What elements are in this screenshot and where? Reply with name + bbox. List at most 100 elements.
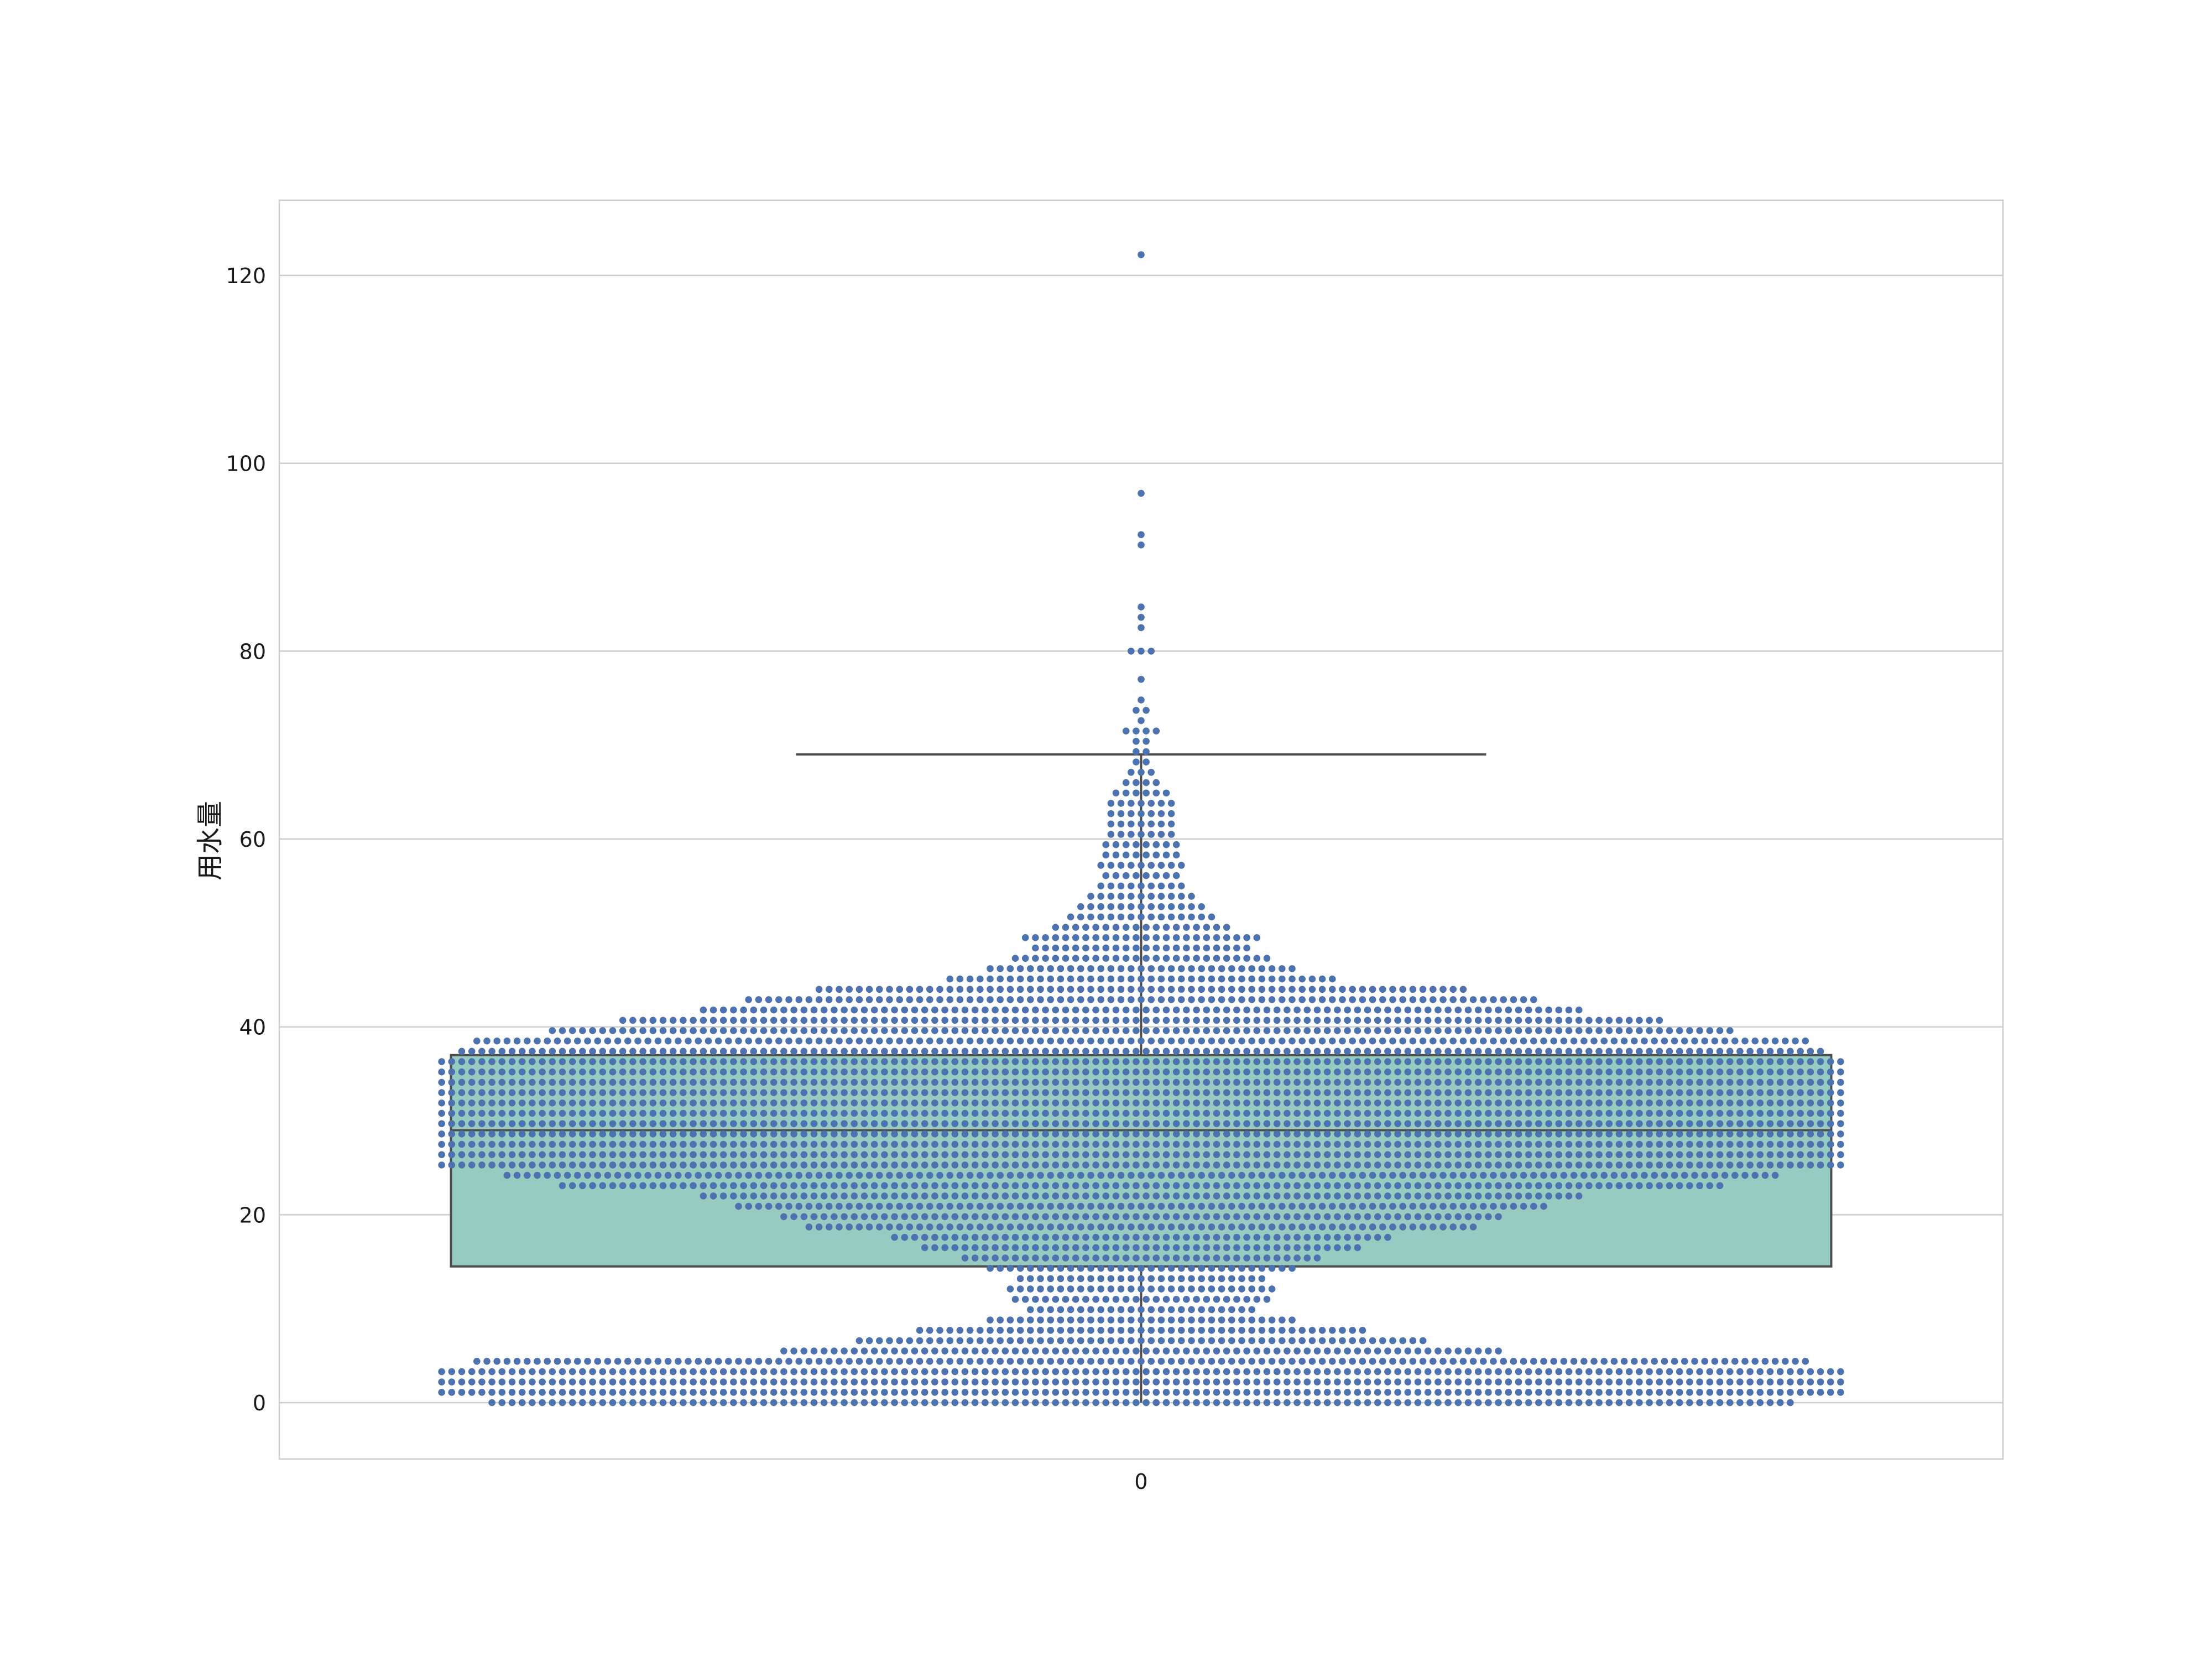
- swarm-point: [709, 1368, 717, 1376]
- swarm-point: [1213, 944, 1220, 952]
- swarm-point: [629, 1068, 637, 1076]
- swarm-point: [921, 1161, 928, 1169]
- swarm-point: [1555, 1079, 1563, 1086]
- swarm-point: [870, 1347, 878, 1354]
- swarm-point: [1042, 1192, 1049, 1200]
- swarm-point: [1228, 1223, 1235, 1231]
- swarm-point: [1364, 1140, 1371, 1148]
- swarm-point: [438, 1089, 445, 1096]
- swarm-point: [805, 996, 813, 1003]
- swarm-point: [1485, 1017, 1492, 1024]
- swarm-point: [1535, 1109, 1542, 1117]
- swarm-point: [1122, 1254, 1130, 1262]
- swarm-point: [1203, 1099, 1211, 1107]
- swarm-point: [1726, 1151, 1734, 1158]
- swarm-point: [911, 1389, 919, 1396]
- swarm-point: [1213, 1089, 1220, 1096]
- swarm-point: [740, 1120, 747, 1127]
- swarm-point: [518, 1151, 526, 1158]
- swarm-point: [544, 1171, 551, 1179]
- swarm-point: [719, 1089, 727, 1096]
- swarm-point: [730, 1378, 737, 1386]
- swarm-point: [1243, 1161, 1250, 1169]
- swarm-point: [1208, 1223, 1215, 1231]
- swarm-point: [896, 986, 903, 993]
- swarm-point: [1575, 1120, 1583, 1127]
- swarm-point: [539, 1161, 546, 1169]
- swarm-point: [1072, 1079, 1079, 1086]
- swarm-point: [1575, 1399, 1583, 1406]
- swarm-point: [1625, 1048, 1633, 1055]
- swarm-point: [951, 1389, 959, 1396]
- swarm-point: [1228, 1275, 1235, 1283]
- swarm-point: [1279, 1316, 1286, 1324]
- swarm-point: [1485, 1089, 1492, 1096]
- swarm-point: [805, 1223, 813, 1231]
- swarm-point: [1107, 913, 1115, 921]
- swarm-point: [1414, 1130, 1422, 1138]
- swarm-point: [568, 1099, 576, 1107]
- swarm-point: [916, 1327, 924, 1334]
- swarm-point: [1011, 1389, 1019, 1396]
- swarm-point: [1540, 1037, 1547, 1045]
- swarm-point: [1424, 1347, 1432, 1354]
- swarm-point: [1011, 1182, 1019, 1190]
- swarm-point: [1107, 1171, 1115, 1179]
- swarm-point: [1646, 1161, 1653, 1169]
- swarm-point: [1696, 1378, 1703, 1386]
- swarm-point: [1047, 996, 1054, 1003]
- swarm-point: [1434, 1368, 1442, 1376]
- swarm-point: [1585, 1027, 1593, 1034]
- swarm-point: [1188, 996, 1195, 1003]
- swarm-point: [1600, 1037, 1608, 1045]
- swarm-point: [982, 1192, 989, 1200]
- swarm-point: [534, 1358, 541, 1365]
- swarm-point: [1223, 1048, 1230, 1055]
- swarm-point: [700, 1017, 707, 1024]
- swarm-point: [1011, 1099, 1019, 1107]
- swarm-point: [719, 1058, 727, 1065]
- swarm-point: [1223, 944, 1230, 952]
- swarm-point: [1474, 1182, 1482, 1190]
- swarm-point: [1414, 1017, 1422, 1024]
- swarm-point: [1827, 1378, 1834, 1386]
- swarm-point: [956, 1037, 964, 1045]
- swarm-point: [1716, 1089, 1724, 1096]
- swarm-point: [1525, 1161, 1532, 1169]
- swarm-point: [1525, 1079, 1532, 1086]
- swarm-point: [1349, 1037, 1356, 1045]
- swarm-point: [1112, 1099, 1120, 1107]
- swarm-point: [1485, 1006, 1492, 1014]
- swarm-point: [1233, 1130, 1240, 1138]
- swarm-point: [1419, 986, 1427, 993]
- swarm-point: [1092, 1130, 1099, 1138]
- swarm-point: [997, 986, 1004, 993]
- swarm-point: [1102, 1079, 1110, 1086]
- swarm-point: [790, 1027, 797, 1034]
- swarm-point: [1535, 1389, 1542, 1396]
- swarm-point: [1047, 1337, 1054, 1345]
- swarm-point: [629, 1099, 637, 1107]
- swarm-point: [1676, 1109, 1683, 1117]
- swarm-point: [1409, 986, 1417, 993]
- swarm-point: [1172, 1140, 1180, 1148]
- swarm-point: [1198, 1264, 1205, 1272]
- swarm-point: [680, 1140, 687, 1148]
- swarm-point: [1424, 1378, 1432, 1386]
- swarm-point: [1243, 1120, 1250, 1127]
- swarm-point: [1021, 955, 1029, 962]
- swarm-point: [1138, 903, 1145, 910]
- swarm-point: [1696, 1079, 1703, 1086]
- swarm-point: [1263, 1048, 1271, 1055]
- swarm-point: [740, 1378, 747, 1386]
- swarm-point: [1293, 1192, 1301, 1200]
- swarm-point: [1062, 1130, 1070, 1138]
- swarm-point: [901, 1130, 909, 1138]
- swarm-point: [1223, 1233, 1230, 1241]
- swarm-point: [941, 1089, 948, 1096]
- swarm-point: [1444, 1378, 1452, 1386]
- swarm-point: [931, 1347, 938, 1354]
- swarm-point: [1404, 1048, 1412, 1055]
- swarm-point: [1525, 1182, 1532, 1190]
- swarm-point: [1138, 603, 1145, 611]
